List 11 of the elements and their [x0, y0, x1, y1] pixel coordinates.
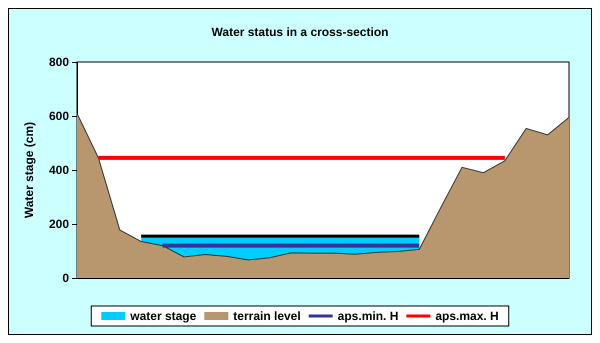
y-tick-label: 800	[48, 55, 70, 69]
y-axis-title: Water stage (cm)	[22, 122, 36, 218]
y-tick-label: 400	[48, 163, 70, 177]
legend-label: aps.min. H	[338, 309, 398, 323]
y-tick-label: 600	[48, 109, 70, 123]
legend-label: water stage	[129, 309, 197, 323]
y-tick-label: 0	[62, 271, 70, 285]
legend-label: aps.max. H	[435, 309, 499, 323]
legend-label: terrain level	[233, 309, 301, 323]
chart-title: Water status in a cross-section	[212, 25, 388, 39]
y-tick-label: 200	[48, 217, 70, 231]
